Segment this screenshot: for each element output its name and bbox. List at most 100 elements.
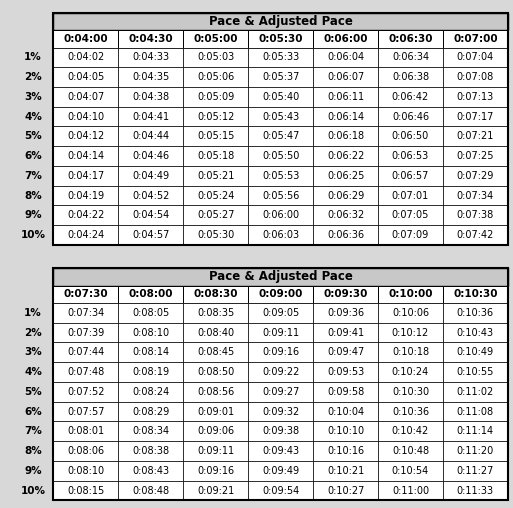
Text: 0:05:03: 0:05:03	[197, 52, 234, 62]
Text: 0:05:53: 0:05:53	[262, 171, 299, 181]
Text: 0:08:30: 0:08:30	[193, 289, 238, 299]
Bar	[248, 422, 313, 441]
Text: 0:06:32: 0:06:32	[327, 210, 364, 220]
Bar	[378, 205, 443, 225]
Bar	[443, 48, 508, 67]
Bar	[313, 205, 378, 225]
Bar	[378, 481, 443, 500]
Text: 0:08:40: 0:08:40	[197, 328, 234, 338]
Text: 0:07:34: 0:07:34	[457, 190, 494, 201]
Text: 0:11:14: 0:11:14	[457, 426, 494, 436]
Text: 0:10:48: 0:10:48	[392, 446, 429, 456]
Bar	[248, 362, 313, 382]
Text: 0:05:21: 0:05:21	[197, 171, 234, 181]
Text: 0:08:00: 0:08:00	[129, 289, 173, 299]
Text: 0:08:14: 0:08:14	[132, 347, 169, 357]
Bar	[119, 87, 183, 107]
Text: 0:07:08: 0:07:08	[457, 72, 494, 82]
Bar	[183, 481, 248, 500]
Bar	[248, 323, 313, 342]
Text: 0:09:00: 0:09:00	[259, 289, 303, 299]
Text: 0:08:48: 0:08:48	[132, 486, 169, 495]
Bar	[53, 303, 119, 323]
Bar	[443, 126, 508, 146]
Text: 0:07:39: 0:07:39	[67, 328, 105, 338]
Bar	[183, 362, 248, 382]
Text: 0:05:18: 0:05:18	[197, 151, 234, 161]
Text: 0:09:43: 0:09:43	[262, 446, 299, 456]
Text: 0:06:11: 0:06:11	[327, 92, 364, 102]
Bar	[53, 268, 508, 285]
Text: 4%: 4%	[24, 112, 42, 121]
Text: 0:07:29: 0:07:29	[457, 171, 494, 181]
Text: 0:05:30: 0:05:30	[197, 230, 234, 240]
Bar	[248, 146, 313, 166]
Bar	[119, 461, 183, 481]
Bar	[53, 87, 119, 107]
Text: 0:04:46: 0:04:46	[132, 151, 169, 161]
Bar	[183, 146, 248, 166]
Text: 0:11:00: 0:11:00	[392, 486, 429, 495]
Text: 0:06:46: 0:06:46	[392, 112, 429, 121]
Text: 0:07:30: 0:07:30	[64, 289, 108, 299]
Bar	[443, 342, 508, 362]
Text: 0:09:22: 0:09:22	[262, 367, 299, 377]
Text: 0:04:44: 0:04:44	[132, 132, 169, 141]
Bar	[443, 146, 508, 166]
Text: 2%: 2%	[24, 328, 42, 338]
Bar	[53, 146, 119, 166]
Bar	[313, 342, 378, 362]
Text: 0:09:30: 0:09:30	[323, 289, 368, 299]
Bar	[378, 126, 443, 146]
Text: 0:09:16: 0:09:16	[197, 466, 234, 476]
Text: 0:06:38: 0:06:38	[392, 72, 429, 82]
Bar	[248, 481, 313, 500]
Text: 0:06:04: 0:06:04	[327, 52, 364, 62]
Text: 0:10:43: 0:10:43	[457, 328, 494, 338]
Bar	[53, 402, 119, 422]
Bar	[313, 30, 378, 48]
Bar	[183, 186, 248, 205]
Text: 0:11:08: 0:11:08	[457, 406, 494, 417]
Text: 2%: 2%	[24, 72, 42, 82]
Bar	[313, 402, 378, 422]
Text: 0:07:57: 0:07:57	[67, 406, 105, 417]
Text: 0:04:57: 0:04:57	[132, 230, 169, 240]
Bar	[248, 441, 313, 461]
Text: 6%: 6%	[24, 406, 42, 417]
Text: 0:06:36: 0:06:36	[327, 230, 364, 240]
Text: 0:04:33: 0:04:33	[132, 52, 169, 62]
Bar	[183, 285, 248, 303]
Text: 0:04:41: 0:04:41	[132, 112, 169, 121]
Bar	[119, 225, 183, 245]
Text: Pace & Adjusted Pace: Pace & Adjusted Pace	[209, 270, 352, 283]
Text: 0:08:06: 0:08:06	[67, 446, 105, 456]
Bar	[248, 402, 313, 422]
Bar	[313, 382, 378, 402]
Text: 0:09:49: 0:09:49	[262, 466, 299, 476]
Bar	[119, 323, 183, 342]
Text: 0:07:04: 0:07:04	[457, 52, 494, 62]
Bar	[378, 225, 443, 245]
Text: 0:10:49: 0:10:49	[457, 347, 494, 357]
Bar	[53, 126, 119, 146]
Text: 0:05:56: 0:05:56	[262, 190, 299, 201]
Bar	[313, 303, 378, 323]
Bar	[119, 67, 183, 87]
Text: 3%: 3%	[24, 347, 42, 357]
Bar	[119, 402, 183, 422]
Bar	[248, 48, 313, 67]
Bar	[53, 186, 119, 205]
Bar	[378, 362, 443, 382]
Bar	[378, 30, 443, 48]
Bar	[248, 87, 313, 107]
Text: 0:10:36: 0:10:36	[392, 406, 429, 417]
Text: 0:08:38: 0:08:38	[132, 446, 169, 456]
Text: 0:11:02: 0:11:02	[457, 387, 494, 397]
Text: 0:06:57: 0:06:57	[392, 171, 429, 181]
Text: 0:07:13: 0:07:13	[457, 92, 494, 102]
Text: 0:08:50: 0:08:50	[197, 367, 234, 377]
Bar	[378, 382, 443, 402]
Text: 0:11:33: 0:11:33	[457, 486, 494, 495]
Bar	[248, 303, 313, 323]
